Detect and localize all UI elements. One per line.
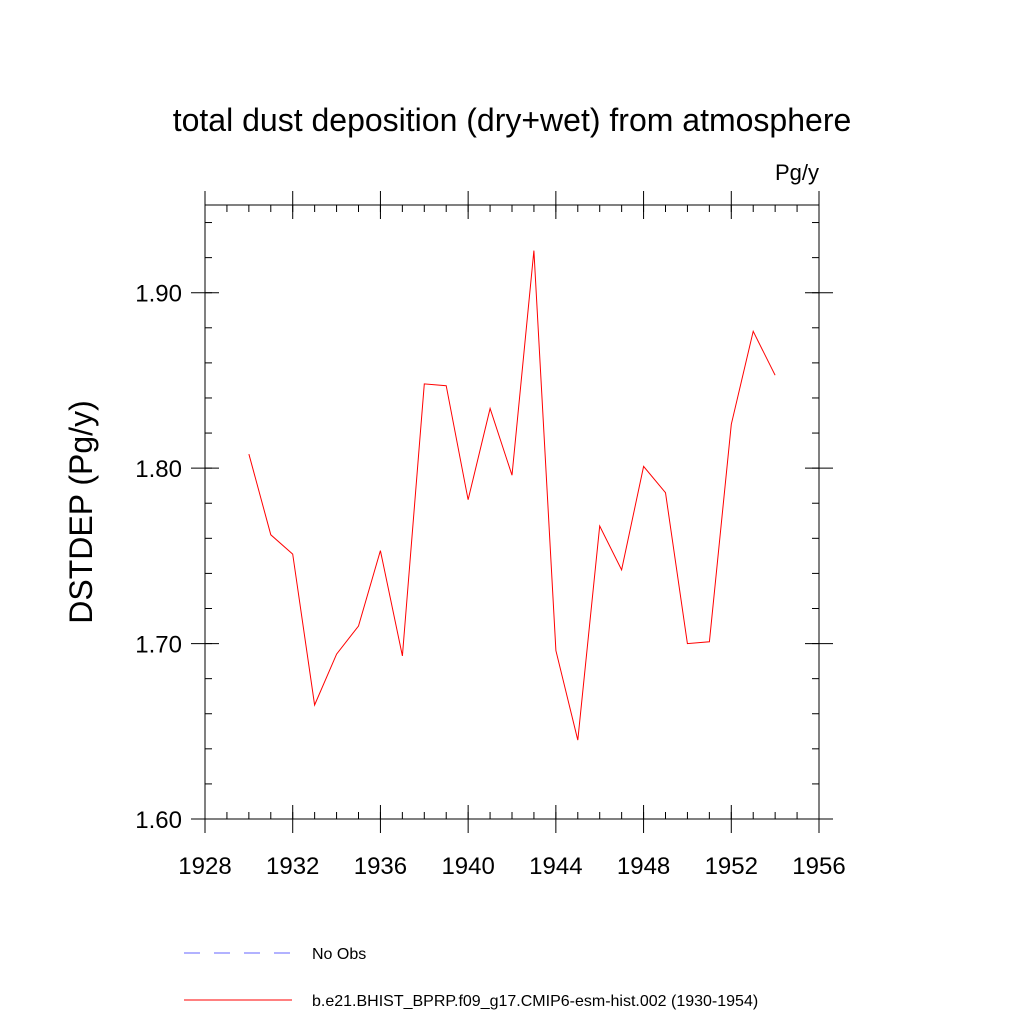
- legend-label: No Obs: [312, 946, 366, 963]
- series-line: [248, 250, 776, 741]
- legend-label: b.e21.BHIST_BPRP.f09_g17.CMIP6-esm-hist.…: [312, 993, 758, 1010]
- axis-tick-labels: 1928 1932 1936 1940 1944 1948 1952 1956 1.60 1.70…: [135, 281, 845, 880]
- y-tick-label: 1.60: [135, 807, 182, 834]
- x-tick-label: 1944: [529, 853, 582, 880]
- x-tick-label: 1932: [266, 853, 319, 880]
- x-tick-label: 1952: [705, 853, 758, 880]
- x-tick-label: 1936: [354, 853, 407, 880]
- y-tick-label: 1.80: [135, 456, 182, 483]
- axis-ticks: [191, 191, 833, 833]
- legend: No Obs b.e21.BHIST_BPRP.f09_g17.CMIP6-esm…: [184, 946, 758, 1010]
- chart-title: total dust deposition (dry+wet) from atm…: [173, 102, 852, 138]
- x-tick-label: 1956: [792, 853, 845, 880]
- x-tick-label: 1948: [617, 853, 670, 880]
- x-tick-label: 1928: [178, 853, 231, 880]
- x-tick-label: 1940: [441, 853, 494, 880]
- y-tick-label: 1.90: [135, 281, 182, 308]
- units-label: Pg/y: [775, 160, 819, 185]
- plot-frame: [204, 204, 820, 820]
- series-lines: [248, 250, 776, 741]
- y-axis-label: DSTDEP (Pg/y): [63, 400, 99, 623]
- y-tick-label: 1.70: [135, 632, 182, 659]
